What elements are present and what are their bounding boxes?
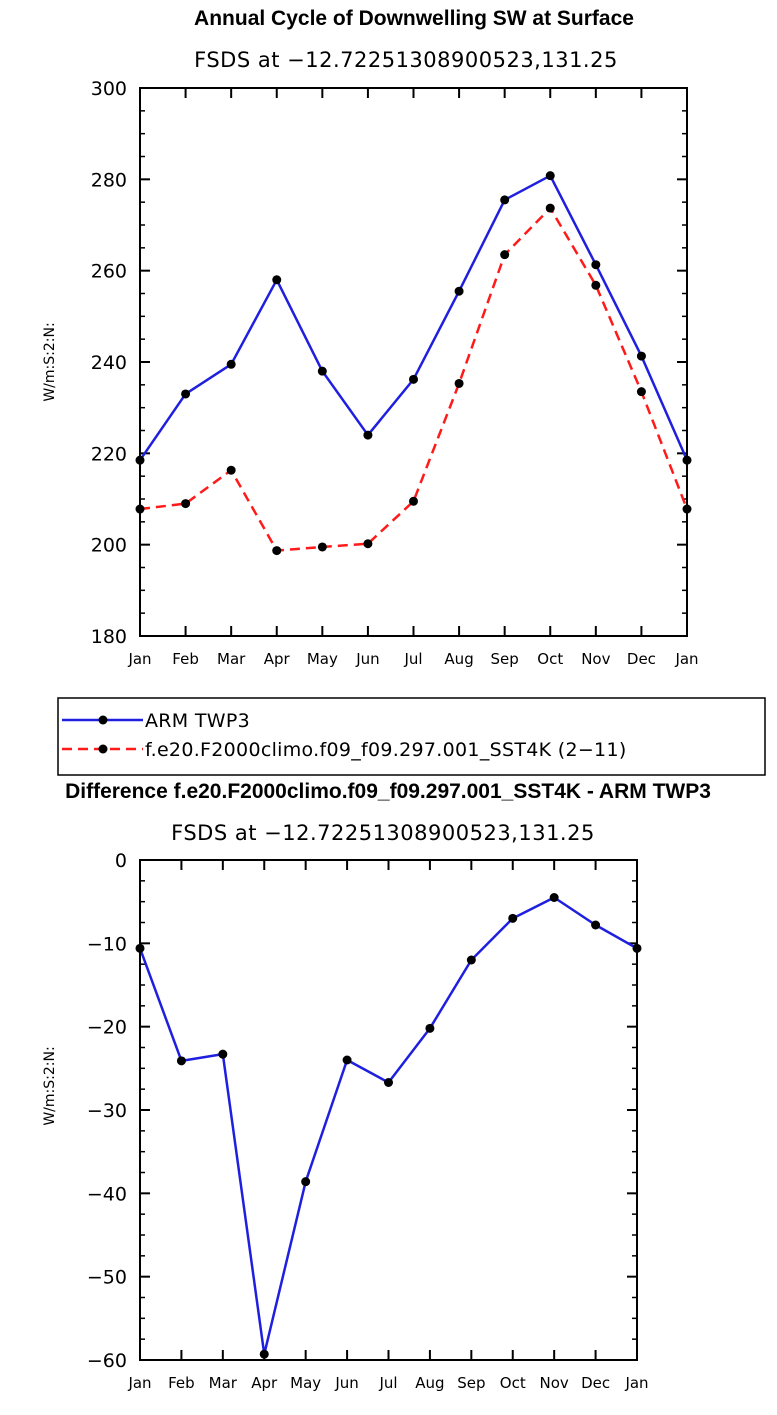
legend-label-model: f.e20.F2000climo.f09_f09.297.001_SST4K (… xyxy=(145,739,627,761)
series-point xyxy=(500,250,510,260)
ytick-label: 240 xyxy=(91,352,127,374)
xtick-label: Aug xyxy=(444,650,473,668)
series-point xyxy=(545,203,555,213)
xtick-label: May xyxy=(290,1374,321,1392)
chart1-title: Annual Cycle of Downwelling SW at Surfac… xyxy=(194,7,634,30)
difference-chart: Difference f.e20.F2000climo.f09_f09.297.… xyxy=(42,780,711,1392)
series-point xyxy=(181,499,191,509)
series-point xyxy=(454,378,464,388)
series-point xyxy=(301,1177,311,1187)
series-point xyxy=(500,195,510,205)
series-point xyxy=(409,374,418,384)
series-point xyxy=(259,1349,269,1359)
xtick-label: Jul xyxy=(403,650,422,668)
series-point xyxy=(218,1049,228,1059)
series-line-1 xyxy=(138,174,689,461)
chart2-series xyxy=(135,893,642,1359)
ytick-label: −50 xyxy=(87,1267,127,1289)
xtick-label: Mar xyxy=(209,1374,238,1392)
xtick-label: Nov xyxy=(540,1374,569,1392)
chart1-ticks: 180 200 220 240 260 280 300 Jan Feb Mar Apr May Jun J… xyxy=(91,78,699,668)
ytick-label: −40 xyxy=(87,1183,127,1205)
xtick-label: Mar xyxy=(217,650,246,668)
xtick-label: Jan xyxy=(127,650,151,668)
chart2-ylabel: W/m:S:2:N: xyxy=(42,1046,58,1125)
series-point xyxy=(384,1078,393,1087)
chart1-subtitle: FSDS at −12.72251308900523,131.25 xyxy=(194,48,618,72)
series-point xyxy=(508,913,518,923)
xtick-label: Dec xyxy=(627,650,656,668)
xtick-label: Jun xyxy=(334,1374,358,1392)
series-point xyxy=(545,171,555,181)
series-point xyxy=(176,1056,186,1066)
xtick-label: Jan xyxy=(674,650,698,668)
legend-box xyxy=(57,697,766,776)
chart2-subtitle: FSDS at −12.72251308900523,131.25 xyxy=(171,821,595,845)
series-point xyxy=(466,955,476,965)
xtick-label: Dec xyxy=(581,1374,610,1392)
legend-marker-model xyxy=(98,744,108,754)
series-point xyxy=(591,260,601,270)
series-point xyxy=(425,1023,435,1033)
ytick-label: 280 xyxy=(91,169,127,191)
chart1-ylabel: W/m:S:2:N: xyxy=(42,322,58,401)
xtick-label: Sep xyxy=(491,650,519,668)
series-point xyxy=(272,546,282,556)
series-point xyxy=(454,286,464,296)
ytick-label: −30 xyxy=(87,1100,127,1122)
xtick-label: Feb xyxy=(168,1374,195,1392)
xtick-label: Sep xyxy=(457,1374,485,1392)
xtick-label: Jun xyxy=(355,650,379,668)
series-point xyxy=(272,275,282,285)
series-point xyxy=(226,359,236,369)
series-point xyxy=(363,430,373,440)
series-point xyxy=(363,539,373,549)
xtick-label: Apr xyxy=(264,650,291,668)
ytick-label: 180 xyxy=(91,626,127,648)
series-point xyxy=(342,1055,352,1065)
chart1-frame xyxy=(139,87,688,637)
ytick-label: 220 xyxy=(91,443,127,465)
ytick-label: 0 xyxy=(115,850,127,872)
series-point xyxy=(317,542,327,552)
series-point xyxy=(317,366,327,376)
xtick-label: Aug xyxy=(415,1374,444,1392)
annual-cycle-chart: Annual Cycle of Downwelling SW at Surfac… xyxy=(42,7,699,668)
xtick-label: Jan xyxy=(624,1374,648,1392)
ytick-label: 260 xyxy=(91,261,127,283)
series-point xyxy=(636,351,646,361)
chart2-title: Difference f.e20.F2000climo.f09_f09.297.… xyxy=(65,780,711,803)
xtick-label: Jul xyxy=(378,1374,397,1392)
chart2-ticks: −60 −50 −40 −30 −20 −10 0 Jan Feb Mar Apr May Jun Jul… xyxy=(87,850,649,1392)
series-line-1 xyxy=(138,896,638,1356)
legend: ARM TWP3 f.e20.F2000climo.f09_f09.297.00… xyxy=(57,697,766,776)
ytick-label: 200 xyxy=(91,535,127,557)
xtick-label: Nov xyxy=(581,650,610,668)
chart2-frame xyxy=(139,859,638,1361)
series-point xyxy=(181,389,191,399)
xtick-label: Jan xyxy=(127,1374,151,1392)
series-point xyxy=(591,280,601,290)
chart1-series xyxy=(135,171,692,556)
series-point xyxy=(409,496,418,506)
series-point xyxy=(226,465,236,475)
ytick-label: −10 xyxy=(87,933,127,955)
xtick-label: Oct xyxy=(500,1374,526,1392)
legend-label-obs: ARM TWP3 xyxy=(145,710,250,732)
ytick-label: −20 xyxy=(87,1017,127,1039)
xtick-label: Feb xyxy=(172,650,199,668)
series-point xyxy=(549,893,559,902)
legend-marker-obs xyxy=(98,715,108,725)
xtick-label: Apr xyxy=(251,1374,278,1392)
series-point xyxy=(636,387,646,397)
xtick-label: Oct xyxy=(537,650,563,668)
series-point xyxy=(591,920,601,930)
ytick-label: −60 xyxy=(87,1350,127,1372)
xtick-label: May xyxy=(307,650,338,668)
ytick-label: 300 xyxy=(91,78,127,100)
